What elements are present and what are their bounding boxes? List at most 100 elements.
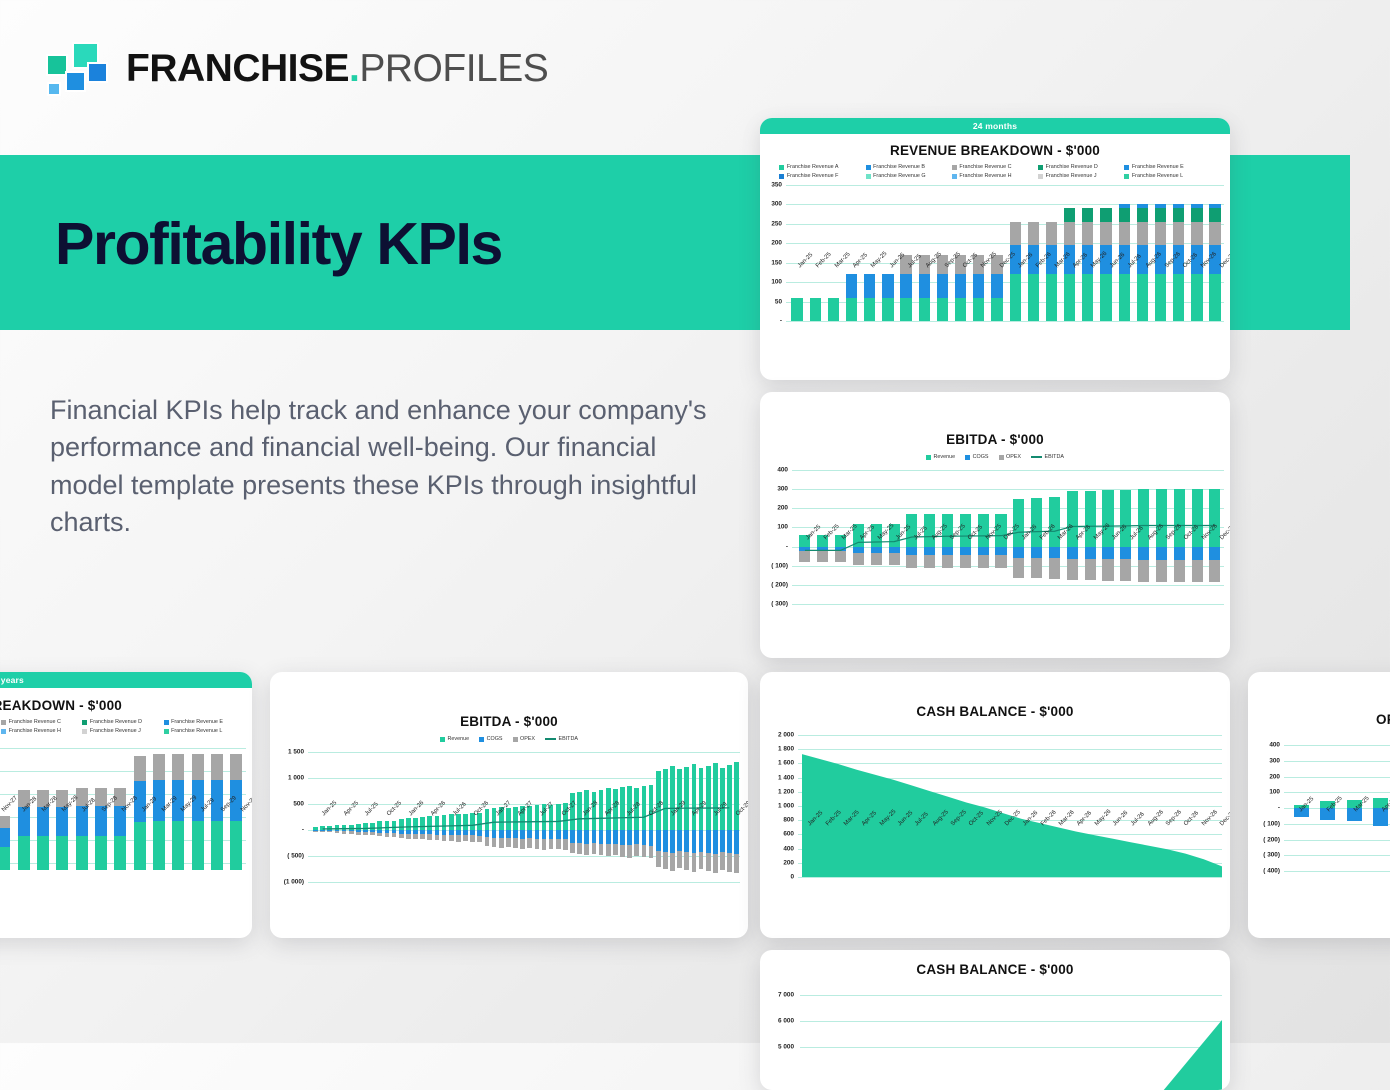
legend-label: Franchise Revenue H (959, 173, 1011, 179)
y-axis-label: 1 800 (768, 746, 794, 753)
x-axis-tick: Apr-29 (681, 812, 703, 813)
x-axis-tick: Jul-28 (71, 808, 91, 809)
bar-stack (864, 274, 875, 321)
x-axis-tick: Jun-25 (880, 264, 898, 265)
bar-segment (1028, 222, 1039, 245)
x-axis-tick: Mar-25 (832, 536, 850, 537)
bar-segment (1119, 208, 1130, 222)
x-axis: Jan-27Mar-27May-27Jul-27Sep-27Nov-27Jan-… (0, 808, 250, 809)
bar-segment (955, 298, 966, 321)
bar-segment (1064, 274, 1075, 321)
x-axis-tick: Jul-27 (528, 812, 550, 813)
x-axis: Jan-25Feb-25Mar-25Apr-25May-25Jun-25Jul-… (1284, 808, 1390, 809)
bar-segment (1046, 222, 1057, 245)
bar-segment (1155, 274, 1166, 321)
y-axis-label: 0 (768, 874, 794, 881)
x-axis-tick: Oct-25 (959, 822, 977, 823)
legend-item: Franchise Revenue H (952, 173, 1038, 179)
x-axis-tick: Nov-25 (977, 822, 995, 823)
y-axis-label: 300 (766, 486, 788, 493)
bar-segment (973, 298, 984, 321)
y-axis-label: 400 (768, 845, 794, 852)
bar-segment (1119, 222, 1130, 245)
bar-stack (0, 816, 10, 870)
bar-stack (1028, 222, 1039, 321)
x-axis-tick: Feb-26 (1031, 822, 1049, 823)
legend-item: EBITDA (545, 736, 578, 742)
y-axis-label: - (278, 827, 304, 834)
x-axis-tick: Jan-29 (131, 808, 151, 809)
legend-swatch (1038, 165, 1043, 170)
legend-swatch (545, 738, 556, 740)
y-axis-label: 7 000 (768, 992, 794, 999)
x-axis-tick: Jan-26 (1013, 822, 1031, 823)
legend-label: OPEX (520, 736, 535, 742)
x-axis-tick: Apr-27 (506, 812, 528, 813)
bar-column (788, 185, 806, 321)
y-axis-label: ( 200) (766, 581, 788, 588)
x-axis-tick: Dec-25 (995, 822, 1013, 823)
legend-item: EBITDA (1031, 454, 1064, 460)
bar-segment (1137, 222, 1148, 245)
x-axis-tick: Nov-26 (1192, 822, 1210, 823)
x-axis-tick: Sep-26 (1156, 536, 1174, 537)
card-header-badge-24-months: 24 months (760, 118, 1230, 134)
legend-item: Franchise Revenue J (1038, 173, 1124, 179)
x-axis-tick: Jan-25 (798, 822, 816, 823)
x-axis-tick: Oct-25 (958, 536, 976, 537)
x-axis-tick: Oct-27 (550, 812, 572, 813)
bar-column (1079, 185, 1097, 321)
legend-label: Franchise Revenue B (873, 164, 925, 170)
legend-swatch (1, 720, 6, 725)
legend-label: Franchise Revenue H (9, 728, 61, 734)
legend-swatch (440, 737, 445, 742)
cash-balance-5y-area (800, 991, 1222, 1090)
bar-segment (1082, 222, 1093, 245)
x-axis-tick: Jan-25 (310, 812, 332, 813)
y-axis-label: - (766, 543, 788, 550)
legend-item: Franchise Revenue L (164, 728, 245, 734)
x-axis-tick: May-25 (868, 536, 886, 537)
x-axis-tick: Nov-29 (230, 808, 250, 809)
x-axis-tick: Feb-26 (1026, 264, 1044, 265)
x-axis-tick: Sep-26 (1156, 822, 1174, 823)
x-axis-tick: Aug-25 (916, 264, 934, 265)
grid-line (786, 321, 1224, 322)
legend-label: Franchise Revenue G (873, 173, 925, 179)
x-axis-tick: Sep-25 (935, 264, 953, 265)
x-axis-tick: Jul-26 (1121, 822, 1139, 823)
x-axis-tick: Jun-25 (888, 822, 906, 823)
bar-segment (1064, 208, 1075, 222)
x-axis-tick: Mar-26 (1048, 536, 1066, 537)
x-axis-tick: Jul-25 (354, 812, 376, 813)
x-axis-tick: Feb-25 (1312, 808, 1340, 809)
legend-swatch (952, 165, 957, 170)
bar-segment (37, 836, 49, 870)
brand-dot: . (349, 47, 359, 90)
x-axis-tick: Mar-25 (1340, 808, 1368, 809)
x-axis-tick: Jul-29 (702, 812, 724, 813)
legend-swatch (479, 737, 484, 742)
bar-stack (211, 754, 223, 870)
y-axis-label: ( 300) (766, 601, 788, 608)
legend-item: Revenue (926, 454, 955, 460)
bar-segment (0, 816, 10, 828)
grid-line (308, 882, 740, 883)
bar-segment (1173, 208, 1184, 222)
bar-segment (1173, 274, 1184, 321)
bar-segment (1191, 274, 1202, 321)
bar-segment (114, 836, 126, 870)
legend-swatch (779, 165, 784, 170)
x-axis-tick: Aug-25 (922, 536, 940, 537)
x-axis-tick: Oct-26 (1173, 264, 1191, 265)
x-axis-tick: Jan-25 (1284, 808, 1312, 809)
legend-item: Franchise Revenue H (1, 728, 82, 734)
bar-segment (1191, 222, 1202, 245)
bar-segment (172, 754, 184, 779)
x-axis-tick: Aug-26 (1136, 264, 1154, 265)
x-axis-tick: Nov-26 (1191, 264, 1209, 265)
x-axis-tick: Oct-25 (953, 264, 971, 265)
bar-segment (95, 836, 107, 870)
